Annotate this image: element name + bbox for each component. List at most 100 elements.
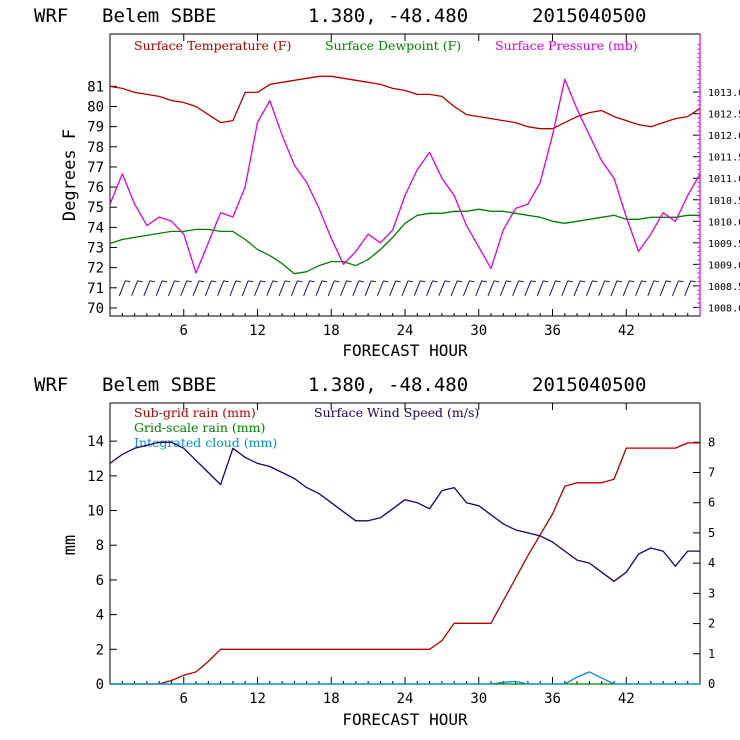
wind-barb: [401, 280, 409, 296]
y-tick-label: 81: [87, 79, 104, 95]
panel1-ylabel: Degrees F: [60, 129, 80, 221]
y2-tick-label: 6: [708, 496, 715, 510]
panel2-y-right-ticks: 0 1 2 3 4 5 6 7 8: [693, 435, 715, 691]
y-tick-label: 8: [96, 538, 104, 554]
wind-barb: [376, 280, 384, 296]
y-tick-label: 4: [96, 608, 104, 624]
wind-barb: [131, 280, 139, 296]
wind-barb: [487, 280, 495, 296]
panel2-model: WRF: [34, 374, 68, 396]
wind-barb-flag: [493, 280, 500, 283]
wind-barb-flag: [162, 280, 168, 283]
panel1-series: [109, 75, 701, 275]
panel1-header: WRF Belem SBBE 1.380, -48.480 2015040500: [34, 5, 646, 27]
y2-tick-label: 1008.5: [708, 282, 740, 293]
wind-barb: [512, 280, 520, 296]
x-tick-label: 36: [544, 691, 561, 707]
wind-barb-flag: [592, 280, 598, 283]
wind-barb-flag: [383, 280, 389, 283]
panel1-init: 2015040500: [532, 5, 646, 27]
y2-tick-label: 7: [708, 465, 715, 479]
y2-tick-label: 1011.0: [708, 174, 740, 185]
y-tick-label: 0: [96, 677, 104, 693]
wind-barb-flag: [211, 280, 217, 283]
y2-tick-label: 1009.0: [708, 260, 740, 271]
legend-surface-temperature: Surface Temperature (F): [134, 38, 291, 53]
wind-barb-flag: [457, 280, 463, 283]
wind-barb-flag: [174, 280, 180, 283]
y-tick-label: 75: [87, 200, 104, 216]
wind-barb: [180, 280, 188, 296]
panel2-init: 2015040500: [532, 374, 646, 396]
x-tick-label: 42: [618, 691, 635, 707]
x-tick-label: 12: [249, 323, 266, 339]
panel1-y-left-ticks: 70 71 72 73 74 75 76 77 78 79 80 81: [87, 79, 117, 317]
wind-barb-flag: [530, 280, 537, 283]
panel2-xlabel: FORECAST HOUR: [342, 710, 468, 729]
y2-tick-label: 1010.5: [708, 196, 740, 207]
y2-tick-label: 5: [708, 526, 715, 540]
y2-tick-label: 0: [708, 677, 715, 691]
wind-barb-flag: [186, 280, 192, 283]
wind-barb-flag: [666, 280, 672, 283]
wind-barb: [598, 280, 606, 296]
panel2-x-ticks: 6 12 18 24 30 36 42: [121, 403, 689, 707]
panel2-y-left-ticks: 0 2 4 6 8 10 12 14: [87, 434, 117, 693]
wind-barb-flag: [125, 280, 131, 283]
wind-barb: [463, 280, 470, 296]
wind-barb: [536, 280, 544, 296]
wind-barb-flag: [604, 280, 610, 283]
wind-barb-flag: [371, 280, 377, 283]
panel1-xlabel: FORECAST HOUR: [342, 341, 468, 360]
y-tick-label: 80: [87, 100, 104, 116]
wind-barb: [413, 280, 421, 296]
panel1-y-right-ticks: 1008.0 1008.5 1009.0 1009.5 1010.0 1010.5 1011…: [693, 44, 740, 314]
x-tick-label: 30: [470, 691, 487, 707]
panel1-model: WRF: [34, 5, 68, 27]
panel1-coords: 1.380, -48.480: [308, 5, 468, 27]
wind-barb: [450, 280, 458, 296]
y-tick-label: 6: [96, 573, 104, 589]
wind-barb-flag: [223, 280, 229, 283]
y-tick-label: 73: [87, 241, 104, 257]
wind-barb-flag: [248, 280, 254, 283]
wind-barb: [327, 280, 335, 296]
wind-barb: [241, 280, 249, 296]
y-tick-label: 79: [87, 120, 104, 136]
wind-barb: [671, 280, 679, 296]
y-tick-label: 76: [87, 180, 104, 196]
y-tick-label: 12: [87, 469, 104, 485]
wind-barb-flag: [653, 280, 659, 283]
wind-barb-flag: [149, 280, 155, 283]
panel2-station: Belem SBBE: [102, 374, 216, 396]
wind-barb-flag: [616, 280, 623, 283]
surface-wind-speed-m-s-line: [109, 441, 700, 582]
wind-barb: [278, 280, 286, 296]
x-tick-label: 24: [397, 323, 414, 339]
wind-barb: [610, 280, 618, 296]
wind-barbs: [118, 280, 696, 296]
wind-barb: [635, 280, 642, 296]
wind-barb-flag: [567, 280, 573, 283]
wind-barb-flag: [235, 280, 242, 283]
wind-barb: [389, 280, 397, 296]
wind-barb: [585, 280, 593, 296]
wind-barb-flag: [506, 280, 512, 283]
y-tick-label: 78: [87, 140, 104, 156]
wind-barb-flag: [678, 280, 684, 283]
wind-barb: [622, 280, 630, 296]
wind-barb-flag: [321, 280, 328, 283]
wind-barb: [204, 280, 212, 296]
sub-grid-rain-mm-line: [110, 442, 700, 685]
wind-barb: [352, 280, 360, 296]
wind-barb: [155, 280, 163, 296]
panel1-station: Belem SBBE: [102, 5, 216, 27]
panel2-header: WRF Belem SBBE 1.380, -48.480 2015040500: [34, 374, 646, 396]
wind-barb-flag: [334, 280, 340, 283]
wind-barb-flag: [641, 280, 647, 283]
x-tick-label: 6: [180, 691, 188, 707]
y2-tick-label: 1011.5: [708, 153, 740, 164]
wind-barb: [217, 280, 225, 296]
wind-barb: [549, 280, 556, 296]
y2-tick-label: 2: [708, 617, 715, 631]
